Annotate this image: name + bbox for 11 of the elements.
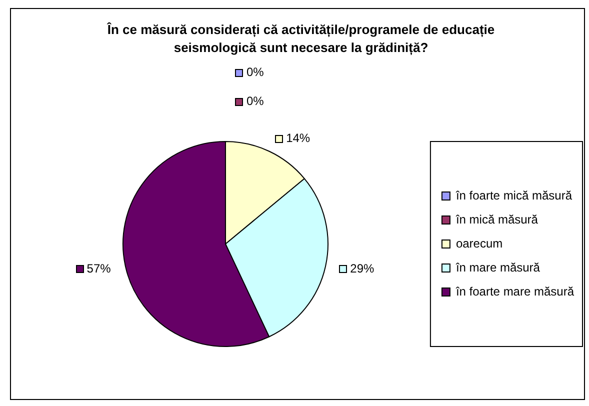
- legend-label: în foarte mare măsură: [454, 284, 574, 298]
- legend-label: în mică măsură: [454, 212, 538, 226]
- data-label: 14%: [286, 130, 310, 145]
- legend-label: în foarte mică măsură: [454, 188, 572, 202]
- data-label: 57%: [86, 262, 112, 276]
- text: 0%: [246, 94, 264, 108]
- text: 0%: [246, 64, 264, 79]
- legend-label: în mare măsură: [454, 260, 540, 274]
- data-label: 29%: [350, 262, 375, 276]
- legend-label: oarecum: [456, 236, 503, 250]
- chart-title: În ce măsură considerați că activitățile/programele de educație seismologică sunt necesare la grădiniță?: [106, 21, 496, 57]
